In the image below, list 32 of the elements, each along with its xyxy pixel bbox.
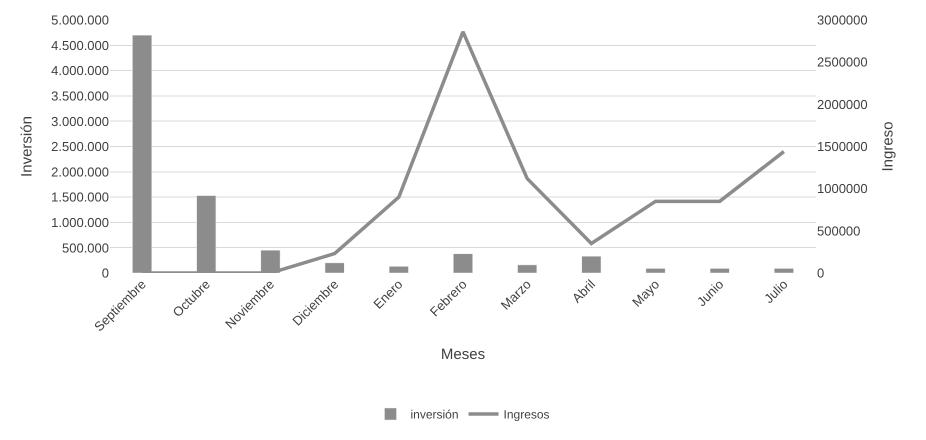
bar	[581, 256, 602, 273]
y2-tick-label: 2000000	[817, 96, 868, 112]
bar	[453, 254, 473, 273]
bar	[710, 268, 730, 273]
y-tick-label: 2.500.000	[51, 139, 109, 154]
y-tick-label: 3.000.000	[51, 114, 109, 129]
bar	[388, 266, 409, 273]
y-tick-label: 3.500.000	[51, 88, 109, 104]
y2-tick-label: 2500000	[817, 54, 868, 70]
y2-axis-title: Ingreso	[880, 121, 897, 172]
y-tick-label: 1.500.000	[51, 190, 109, 205]
y-tick-label: 500.000	[62, 240, 109, 256]
y-axis-title: Inversión	[18, 116, 36, 177]
y-tick-label: 5.000.000	[51, 12, 109, 28]
y2-tick-label: 3000000	[817, 12, 868, 28]
bar	[646, 268, 666, 273]
x-axis-title: Meses	[440, 346, 486, 364]
x-tick-label: Julio	[761, 276, 791, 306]
y-tick-label: 2.000.000	[51, 164, 109, 180]
bar	[324, 262, 345, 273]
y2-tick-label: 1000000	[817, 181, 868, 196]
y-tick-label: 4.500.000	[51, 38, 109, 53]
bar	[774, 268, 794, 273]
legend-label: Ingresos	[504, 408, 550, 422]
bar	[517, 264, 538, 273]
y2-tick-label: 0	[817, 266, 824, 281]
y-tick-label: 4.000.000	[51, 63, 109, 78]
y2-tick-label: 500000	[817, 223, 860, 238]
y-tick-label: 1.000.000	[51, 214, 109, 230]
y-tick-label: 0	[102, 266, 109, 281]
legend-label: inversión	[410, 408, 459, 422]
y2-tick-label: 1500000	[817, 139, 868, 154]
